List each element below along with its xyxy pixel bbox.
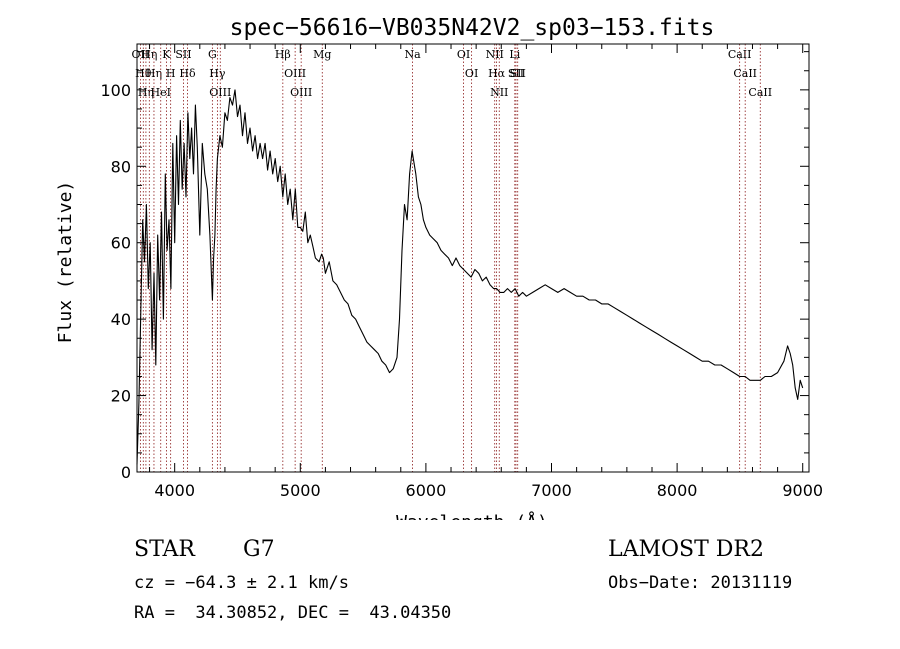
line-label-9: Hδ <box>179 67 196 80</box>
spectrum-line <box>136 89 804 465</box>
y-tick-label: 60 <box>111 234 131 253</box>
coords-text: RA = 34.30852, DEC = 43.04350 <box>134 603 452 623</box>
x-tick-label: 6000 <box>406 481 447 500</box>
line-label-12: OIII <box>209 86 231 99</box>
y-axis-label: Flux (relative) <box>55 181 76 344</box>
x-tick-label: 9000 <box>782 481 823 500</box>
y-tick-label: 0 <box>121 463 131 482</box>
x-tick-label: 5000 <box>280 481 321 500</box>
line-label-3: Hη <box>141 48 157 61</box>
line-label-10: G <box>208 48 217 61</box>
x-axis-label: Wavelength (Å) <box>396 511 548 520</box>
line-label-26: CaII <box>728 48 752 61</box>
line-label-11: Hγ <box>209 67 226 80</box>
survey-label: LAMOST DR2 <box>608 537 764 562</box>
line-label-28: CaII <box>748 86 772 99</box>
line-label-21: Hα <box>488 67 506 80</box>
redshift-text: cz = −64.3 ± 2.1 km/s <box>134 573 349 593</box>
line-label-8: SII <box>175 48 191 61</box>
line-label-25: SII <box>510 67 526 80</box>
line-label-23: Li <box>509 48 520 61</box>
line-label-17: Na <box>404 48 421 61</box>
y-tick-label: 40 <box>111 310 131 329</box>
y-tick-label: 20 <box>111 387 131 406</box>
y-tick-label: 80 <box>111 157 131 176</box>
chart-title: spec−56616−VB035N42V2_sp03−153.fits <box>230 15 715 41</box>
line-label-19: OI <box>465 67 478 80</box>
obs-date-text: Obs−Date: 20131119 <box>608 573 793 593</box>
line-label-16: Mg <box>313 48 331 61</box>
line-label-2: Hη <box>138 86 154 99</box>
line-label-20: NII <box>486 48 504 61</box>
line-label-14: OIII <box>284 67 306 80</box>
line-label-4: Hη <box>146 67 162 80</box>
line-label-13: Hβ <box>275 48 291 61</box>
x-tick-label: 7000 <box>531 481 572 500</box>
y-tick-label: 100 <box>100 81 131 100</box>
line-markers: OIIHθHηHηHηHeIKHSIIHδGHγOIIIHβOIIIOIIIMg… <box>132 44 772 472</box>
x-tick-label: 8000 <box>657 481 698 500</box>
line-label-15: OIII <box>290 86 312 99</box>
subclass-label: G7 <box>243 537 275 562</box>
spectrum-series <box>136 89 804 465</box>
line-label-24: SII <box>508 67 524 80</box>
line-label-18: OI <box>457 48 470 61</box>
axes: 4000 5000 6000 7000 8000 9000 0 20 40 60 80 100 <box>100 43 823 500</box>
line-label-6: K <box>162 48 171 61</box>
line-label-7: H <box>166 67 176 80</box>
line-label-5: HeI <box>151 86 171 99</box>
line-label-22: NII <box>490 86 508 99</box>
spectrum-chart: spec−56616−VB035N42V2_sp03−153.fits OIIH… <box>55 15 823 520</box>
line-label-0: OII <box>132 48 150 61</box>
x-tick-label: 4000 <box>154 481 195 500</box>
line-label-27: CaII <box>733 67 757 80</box>
plot-frame <box>136 43 810 473</box>
class-label: STAR <box>134 537 195 562</box>
